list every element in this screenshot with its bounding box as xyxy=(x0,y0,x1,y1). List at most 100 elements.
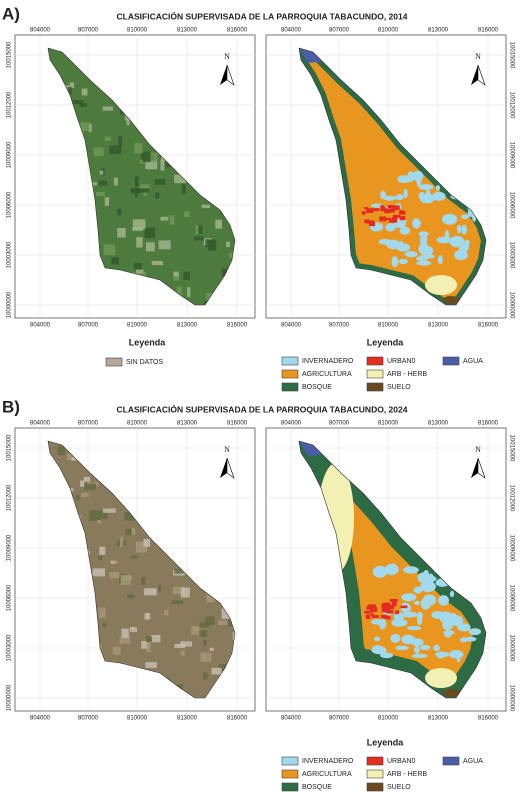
urban xyxy=(394,610,400,615)
map-parcel xyxy=(126,118,130,126)
map-parcel xyxy=(99,546,106,555)
urban xyxy=(365,614,371,620)
legend-label: INVERNADERO xyxy=(302,358,354,365)
map-parcel xyxy=(174,643,186,649)
arb-herb xyxy=(425,668,457,688)
panel-label: A) xyxy=(2,4,20,23)
legend-label: BOSQUE xyxy=(302,384,332,391)
map-parcel xyxy=(102,622,106,627)
legend-swatch xyxy=(366,382,384,392)
map-parcel xyxy=(203,640,207,646)
x-tick-label: 810000 xyxy=(127,323,148,329)
map-parcel xyxy=(158,585,162,592)
map-parcel xyxy=(146,641,151,653)
greenhouse xyxy=(416,256,428,261)
north-arrow xyxy=(471,458,478,478)
greenhouse xyxy=(414,645,420,654)
greenhouse xyxy=(395,645,409,651)
legend-label: AGUA xyxy=(463,358,483,365)
map-parcel xyxy=(121,628,129,638)
greenhouse xyxy=(443,630,455,635)
map-parcel xyxy=(119,536,124,547)
x-tick-label: 804000 xyxy=(30,716,51,722)
greenhouse xyxy=(372,565,388,578)
urban xyxy=(364,610,372,614)
map-outline xyxy=(298,440,487,699)
map-parcel xyxy=(180,650,185,656)
panel-title: CLASIFICACIÓN SUPERVISADA DE LA PARROQUI… xyxy=(117,10,408,21)
map-parcel xyxy=(135,269,144,274)
x-tick-label: 816000 xyxy=(478,716,499,722)
greenhouse xyxy=(449,615,464,626)
map-parcel xyxy=(173,272,179,277)
map-parcel xyxy=(218,620,230,626)
legend-title: Leyenda xyxy=(367,337,405,347)
north-label: N xyxy=(475,445,481,454)
legend-label: URBAN0 xyxy=(387,758,416,765)
map-parcel xyxy=(120,574,131,585)
x-tick-label: 804000 xyxy=(281,28,302,34)
legend-title: Leyenda xyxy=(129,337,167,347)
map-parcel xyxy=(109,572,120,579)
greenhouse xyxy=(465,636,477,642)
map-parcel xyxy=(132,219,146,230)
x-tick-label: 804000 xyxy=(281,421,302,427)
map-parcel xyxy=(66,453,74,461)
greenhouse xyxy=(413,600,421,605)
map-parcel xyxy=(141,577,146,585)
greenhouse xyxy=(402,611,418,618)
urban xyxy=(384,208,391,214)
x-tick-label: 816000 xyxy=(478,421,499,427)
urban xyxy=(389,599,398,602)
greenhouse xyxy=(419,234,428,247)
greenhouse xyxy=(418,184,434,190)
map-parcel xyxy=(80,122,90,131)
y-tick-label: 10015000 xyxy=(7,434,13,461)
greenhouse xyxy=(380,190,387,200)
greenhouse xyxy=(420,581,436,593)
urban xyxy=(400,605,408,609)
greenhouse xyxy=(449,590,455,598)
north-arrow xyxy=(220,65,227,85)
x-tick-label: 807000 xyxy=(329,28,350,34)
map-parcel xyxy=(132,227,143,231)
map-parcel xyxy=(183,271,190,281)
legend-title: Leyenda xyxy=(367,737,405,747)
map-parcel xyxy=(135,541,148,553)
map-parcel xyxy=(104,136,111,141)
y-tick-label: 10000000 xyxy=(508,685,514,712)
y-tick-label: 10015000 xyxy=(508,42,514,69)
greenhouse xyxy=(406,625,421,631)
y-tick-label: 10015000 xyxy=(508,435,514,462)
map-parcel xyxy=(199,622,210,628)
greenhouse xyxy=(464,239,470,246)
urban xyxy=(374,607,378,613)
greenhouse xyxy=(413,586,423,594)
x-tick-label: 810000 xyxy=(378,28,399,34)
greenhouse xyxy=(416,611,423,621)
map-parcel xyxy=(117,227,126,238)
x-tick-label: 807000 xyxy=(78,421,99,427)
north-arrow xyxy=(226,457,235,479)
legend-swatch xyxy=(281,782,299,792)
greenhouse xyxy=(407,171,415,183)
urban xyxy=(369,221,375,227)
greenhouse xyxy=(441,598,448,606)
map-parcel xyxy=(141,641,148,649)
greenhouse xyxy=(411,653,428,659)
greenhouse xyxy=(412,218,421,229)
north-arrow xyxy=(477,457,486,479)
map-parcel xyxy=(226,241,230,248)
legend-label: SUELO xyxy=(387,784,411,791)
y-tick-label: 10009000 xyxy=(508,142,514,169)
map-parcel xyxy=(136,237,143,248)
greenhouse xyxy=(404,251,418,258)
map-parcel xyxy=(174,174,187,184)
greenhouse xyxy=(388,226,395,232)
greenhouse xyxy=(468,628,482,636)
greenhouse xyxy=(390,633,401,643)
map-parcel xyxy=(88,124,92,132)
urban xyxy=(364,219,370,224)
map-parcel xyxy=(154,179,166,185)
